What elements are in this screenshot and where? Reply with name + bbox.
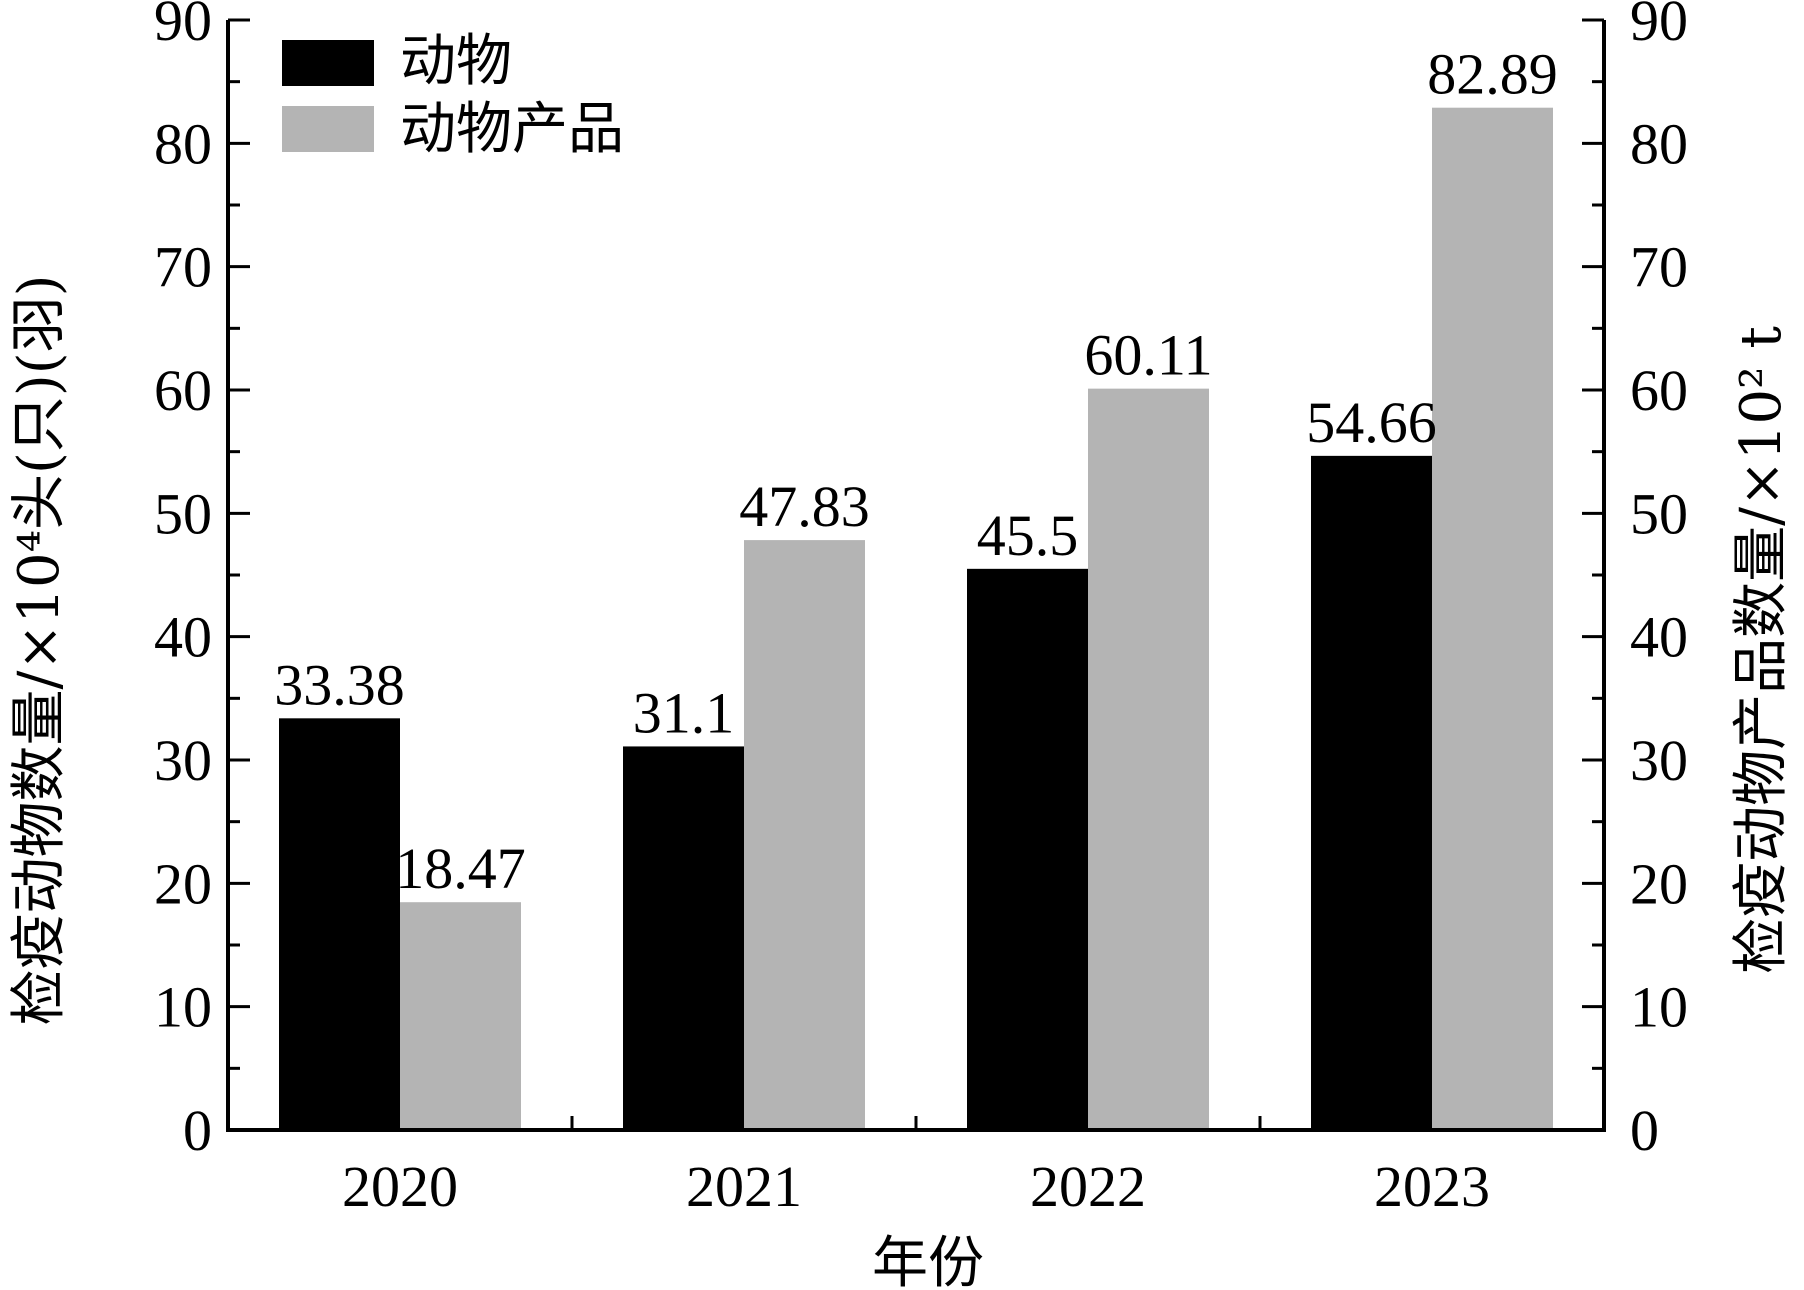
data-label-animals-2023: 54.66 [1306, 390, 1437, 455]
y-tick-label-left-20: 20 [154, 851, 212, 916]
x-tick-label-2023: 2023 [1374, 1154, 1490, 1219]
y-tick-label-left-70: 70 [154, 235, 212, 300]
x-tick-label-2021: 2021 [686, 1154, 802, 1219]
y-tick-label-right-80: 80 [1630, 111, 1688, 176]
bar-animals-2022 [967, 568, 1088, 1130]
data-label-animal-products-2023: 82.89 [1427, 42, 1558, 107]
y-tick-label-left-0: 0 [183, 1098, 212, 1163]
data-label-animals-2021: 31.1 [633, 680, 735, 745]
data-label-animal-products-2021: 47.83 [739, 474, 870, 539]
data-label-animals-2020: 33.38 [274, 652, 405, 717]
x-axis-title: 年份 [872, 1231, 984, 1290]
y-tick-label-left-10: 10 [154, 975, 212, 1040]
y-tick-label-left-40: 40 [154, 605, 212, 670]
data-label-animal-products-2020: 18.47 [395, 836, 526, 901]
y-tick-label-right-20: 20 [1630, 851, 1688, 916]
bar-animal-products-2020 [400, 902, 521, 1130]
y-axis-title-left: 检疫动物数量/×10⁴头(只)(羽) [7, 275, 72, 1026]
y-tick-label-left-60: 60 [154, 358, 212, 423]
y-tick-label-right-60: 60 [1630, 358, 1688, 423]
bar-animal-products-2023 [1432, 107, 1553, 1130]
y-tick-label-right-30: 30 [1630, 728, 1688, 793]
bar-animal-products-2021 [744, 540, 865, 1130]
y-tick-label-right-70: 70 [1630, 235, 1688, 300]
legend-label-animal-products: 动物产品 [400, 97, 624, 162]
y-tick-label-right-50: 50 [1630, 481, 1688, 546]
y-tick-label-right-90: 90 [1630, 0, 1688, 53]
y-tick-label-left-90: 90 [154, 0, 212, 53]
bar-animals-2023 [1311, 455, 1432, 1130]
data-label-animals-2022: 45.5 [977, 503, 1079, 568]
legend-swatch-animal-products [282, 106, 374, 152]
bar-animals-2021 [623, 746, 744, 1130]
legend-label-animals: 动物 [400, 29, 512, 94]
bar-animals-2020 [279, 718, 400, 1130]
y-axis-title-right: 检疫动物产品数量/×10² t [1729, 326, 1794, 974]
data-label-animal-products-2022: 60.11 [1084, 323, 1212, 388]
x-tick-label-2020: 2020 [342, 1154, 458, 1219]
data-labels-group: 33.38 18.47 31.1 47.83 45.5 60.11 54.66 82.89 [274, 42, 1558, 902]
bar-animal-products-2022 [1088, 388, 1209, 1131]
x-tick-label-2022: 2022 [1030, 1154, 1146, 1219]
y-tick-label-right-0: 0 [1630, 1098, 1659, 1163]
y-tick-label-left-50: 50 [154, 481, 212, 546]
y-tick-label-right-40: 40 [1630, 605, 1688, 670]
y-tick-label-right-10: 10 [1630, 975, 1688, 1040]
legend: 动物 动物产品 [282, 29, 624, 162]
legend-swatch-animals [282, 40, 374, 86]
y-tick-label-left-30: 30 [154, 728, 212, 793]
y-tick-label-left-80: 80 [154, 111, 212, 176]
bars-group [279, 107, 1553, 1131]
